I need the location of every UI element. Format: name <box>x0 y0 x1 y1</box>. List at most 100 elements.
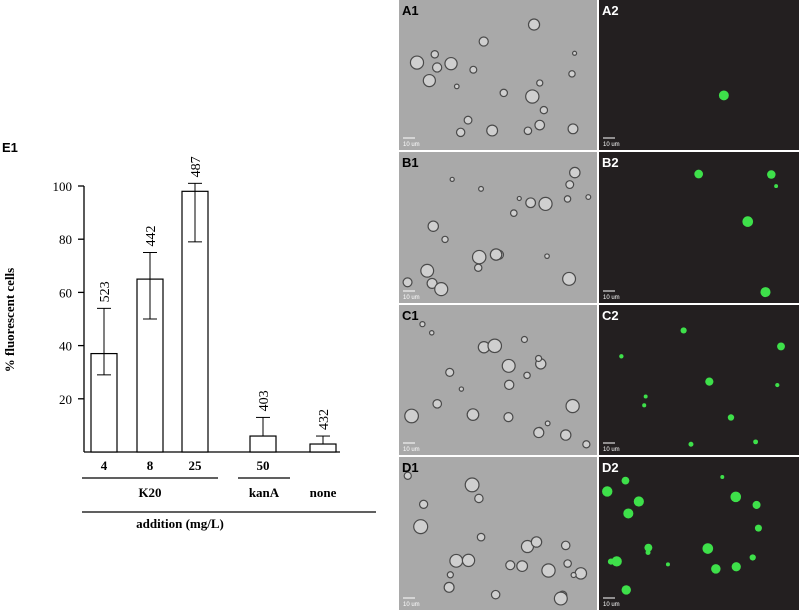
cell <box>533 426 545 439</box>
fluorescent-cell <box>619 354 624 359</box>
cell <box>478 185 485 192</box>
fluorescent-cell <box>777 342 785 351</box>
fluorescent-cell <box>731 562 741 572</box>
cell <box>505 560 516 571</box>
brightfield-image <box>399 457 597 610</box>
cell <box>565 398 580 414</box>
cell <box>474 493 484 504</box>
scale-label: 10 um <box>403 142 420 148</box>
fluorescent-cell <box>711 564 721 574</box>
cell <box>585 194 592 201</box>
count-label: 523 <box>98 281 113 302</box>
cell <box>486 124 499 137</box>
fluorescent-cell <box>760 287 771 298</box>
cell <box>574 567 588 580</box>
y-tick-label: 80 <box>59 232 72 247</box>
y-tick-label: 60 <box>59 285 72 300</box>
fluorescent-cell <box>621 585 631 595</box>
fluorescence-image <box>599 0 799 150</box>
cell <box>516 195 522 202</box>
cell <box>428 330 435 336</box>
cell <box>403 471 412 480</box>
fluorescence-image <box>599 457 799 610</box>
fluorescent-cell <box>753 439 759 445</box>
micrographs: A1 10 um A2 10 um B1 10 um B2 10 um C1 10 um C2 10 … <box>399 0 799 610</box>
fluorescent-cell <box>730 491 742 503</box>
cell <box>569 166 581 179</box>
group-label: K20 <box>138 485 161 500</box>
cell <box>530 536 543 548</box>
x-tick-label: 25 <box>189 458 203 473</box>
fluorescent-cell <box>644 543 653 552</box>
scale-label: 10 um <box>603 295 620 301</box>
fluorescent-cell <box>680 327 687 334</box>
cell <box>427 220 440 232</box>
cell <box>489 248 503 261</box>
y-axis-label: % fluorescent cells <box>2 268 17 372</box>
bar <box>181 190 209 453</box>
cell <box>563 559 572 568</box>
cell <box>525 89 540 104</box>
scale-label: 10 um <box>603 447 620 453</box>
cell <box>490 589 501 600</box>
cell <box>426 277 438 289</box>
fluorescent-cell <box>774 184 779 189</box>
cell <box>541 563 556 578</box>
group-label: kanA <box>249 485 280 500</box>
cell <box>539 105 549 115</box>
cell <box>509 209 518 217</box>
cell <box>571 50 578 56</box>
cell <box>534 119 546 131</box>
fluorescent-cell <box>643 394 648 399</box>
panel-label: D2 <box>602 460 619 475</box>
cell <box>568 70 576 78</box>
bar <box>249 435 277 453</box>
fluorescent-cell <box>645 549 651 556</box>
fluorescent-cell <box>694 169 704 179</box>
cell <box>449 176 455 183</box>
count-label: 442 <box>144 226 159 247</box>
scale-label: 10 um <box>403 602 420 608</box>
cell <box>463 115 473 125</box>
cell <box>466 408 480 421</box>
cell <box>563 195 572 203</box>
fluorescent-cell <box>705 377 714 386</box>
cell <box>446 571 454 579</box>
cell <box>516 560 529 573</box>
cell <box>469 65 478 74</box>
cell <box>565 180 575 190</box>
fluorescent-cell <box>775 382 780 388</box>
cell <box>458 386 465 392</box>
cell <box>523 126 533 136</box>
panel-label: A2 <box>602 3 619 18</box>
fluorescent-cell <box>642 403 647 408</box>
cell <box>544 420 551 427</box>
fluorescent-cell <box>718 90 729 101</box>
cell <box>409 55 425 70</box>
fluorescent-cell <box>749 554 756 561</box>
cell <box>449 553 464 568</box>
cell <box>430 50 440 59</box>
fluorescent-cell <box>742 216 754 227</box>
cell <box>487 338 503 354</box>
cell <box>527 18 541 31</box>
fluorescence-image <box>599 305 799 455</box>
cell <box>443 581 455 593</box>
cell <box>441 235 449 244</box>
y-tick-label: 100 <box>53 179 73 194</box>
cell <box>582 440 591 449</box>
cell <box>567 123 579 135</box>
x-axis-label: addition (mg/L) <box>136 516 224 531</box>
cell <box>553 591 568 606</box>
cell <box>501 358 516 373</box>
cell <box>445 367 455 377</box>
cell <box>562 271 577 286</box>
panel-label: C1 <box>402 308 419 323</box>
cell <box>538 196 553 212</box>
cell <box>570 571 577 579</box>
fluorescent-cell <box>602 486 613 497</box>
cell <box>420 263 435 278</box>
cell <box>534 354 543 363</box>
cell <box>419 321 426 328</box>
fluorescent-cell <box>633 496 644 507</box>
